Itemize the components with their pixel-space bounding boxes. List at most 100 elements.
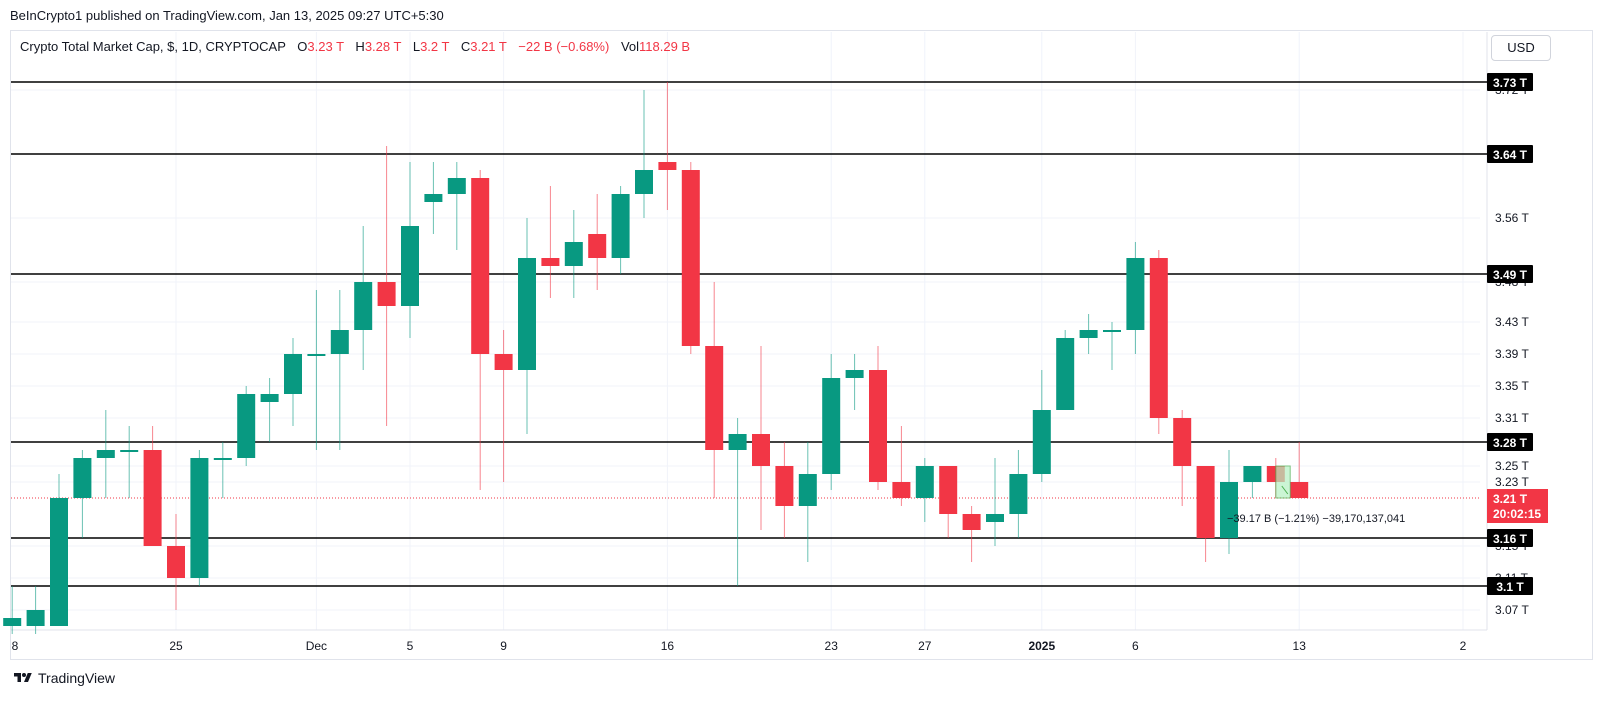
y-tick-label: 3.35 T xyxy=(1495,379,1529,393)
x-tick-label: 5 xyxy=(407,639,414,653)
candle-body xyxy=(728,434,747,450)
open-label: O xyxy=(297,39,308,54)
candle xyxy=(541,186,560,298)
level-badge-label: 3.64 T xyxy=(1493,148,1528,162)
high-label: H xyxy=(355,39,365,54)
candle xyxy=(658,82,677,210)
candle-body xyxy=(471,178,490,354)
current-price-badge: 3.21 T20:02:15 xyxy=(1487,489,1548,523)
y-tick-label: 3.39 T xyxy=(1495,347,1529,361)
candle-body xyxy=(1009,474,1028,514)
candle-body xyxy=(892,482,911,498)
y-tick-label: 3.07 T xyxy=(1495,603,1529,617)
candle xyxy=(447,162,466,250)
candle xyxy=(939,466,958,538)
candle xyxy=(845,354,864,410)
level-badge: 3.73 T xyxy=(1487,73,1533,91)
countdown-label: 20:02:15 xyxy=(1493,507,1541,521)
candle-body xyxy=(167,546,185,578)
candle-body xyxy=(541,258,560,266)
level-badge: 3.64 T xyxy=(1487,145,1533,163)
tradingview-logo-icon xyxy=(14,673,32,682)
candle-body xyxy=(120,450,139,452)
candle xyxy=(705,282,724,498)
x-tick-label: 23 xyxy=(825,639,839,653)
symbol-legend: Crypto Total Market Cap, $, 1D, CRYPTOCA… xyxy=(20,39,690,54)
candle-body xyxy=(354,282,373,330)
y-tick-label: 3.43 T xyxy=(1495,315,1529,329)
candle-body xyxy=(869,370,887,482)
candle-body xyxy=(50,498,68,626)
candle xyxy=(752,346,770,530)
candle xyxy=(3,586,22,634)
candle-body xyxy=(447,178,466,194)
candle xyxy=(962,506,981,562)
currency-button[interactable]: USD xyxy=(1491,35,1551,61)
candle xyxy=(635,90,653,218)
candle xyxy=(330,290,349,450)
level-badge-bg xyxy=(1487,577,1533,595)
candle xyxy=(822,354,841,490)
candle xyxy=(284,338,302,426)
level-badge: 3.28 T xyxy=(1487,433,1533,451)
current-price-bg xyxy=(1487,489,1548,523)
candle xyxy=(120,426,139,498)
published-caption: BeInCrypto1 published on TradingView.com… xyxy=(10,8,444,23)
measure-box xyxy=(1275,465,1291,499)
candle-body xyxy=(1103,330,1121,332)
x-tick-label: Dec xyxy=(306,639,327,653)
candle xyxy=(494,330,513,482)
low-label: L xyxy=(412,39,421,54)
candle xyxy=(1079,314,1098,354)
candle xyxy=(564,210,583,298)
low-value: 3.2 T xyxy=(420,39,450,54)
candle-body xyxy=(635,170,653,194)
x-tick-label: 27 xyxy=(918,639,932,653)
level-badge-bg xyxy=(1487,433,1533,451)
x-tick-label: 9 xyxy=(500,639,507,653)
candle xyxy=(869,346,887,490)
candle-body xyxy=(494,354,513,370)
level-badge: 3.1 T xyxy=(1487,577,1533,595)
x-tick-label: 6 xyxy=(1132,639,1139,653)
volume-value: 118.29 B xyxy=(639,39,691,54)
candle-body xyxy=(915,466,934,498)
brand-label: TradingView xyxy=(38,670,116,686)
candle-body xyxy=(73,458,92,498)
time-axis: 8 25 Dec 5 9 16 23 27 2025 6 13 2 xyxy=(12,639,1467,653)
candle-body xyxy=(1290,482,1309,498)
candle xyxy=(307,290,326,450)
candle xyxy=(611,186,630,274)
candle xyxy=(1173,410,1192,506)
candle xyxy=(1009,450,1028,538)
grid-lines xyxy=(11,32,1488,631)
level-badge-label: 3.73 T xyxy=(1493,76,1528,90)
candle-body xyxy=(798,474,817,506)
candle-body xyxy=(658,162,677,170)
tradingview-brand[interactable]: TradingView xyxy=(14,670,115,686)
current-price-label: 3.21 T xyxy=(1493,492,1528,506)
candle xyxy=(167,514,185,610)
price-axis: 3.72 T3.56 T3.48 T3.43 T3.39 T3.35 T3.31… xyxy=(1487,73,1548,617)
candle-body xyxy=(752,434,770,466)
candle-body xyxy=(588,234,607,258)
level-badge-bg xyxy=(1487,145,1533,163)
candle xyxy=(96,410,115,498)
y-tick-label: 3.31 T xyxy=(1495,411,1529,425)
candle xyxy=(1290,442,1309,498)
candle xyxy=(401,162,419,338)
candle xyxy=(775,442,794,538)
candle xyxy=(354,226,373,370)
candle xyxy=(1243,466,1262,498)
candle xyxy=(26,586,45,634)
volume-label: Vol xyxy=(620,39,640,54)
candle-body xyxy=(143,450,162,546)
symbol-name: Crypto Total Market Cap, $, 1D, CRYPTOCA… xyxy=(20,39,286,54)
chart-frame xyxy=(10,30,1593,660)
candle xyxy=(237,386,256,466)
candle-body xyxy=(1056,338,1075,410)
candle xyxy=(50,474,68,626)
candle xyxy=(1149,250,1168,434)
level-badge-bg xyxy=(1487,265,1533,283)
